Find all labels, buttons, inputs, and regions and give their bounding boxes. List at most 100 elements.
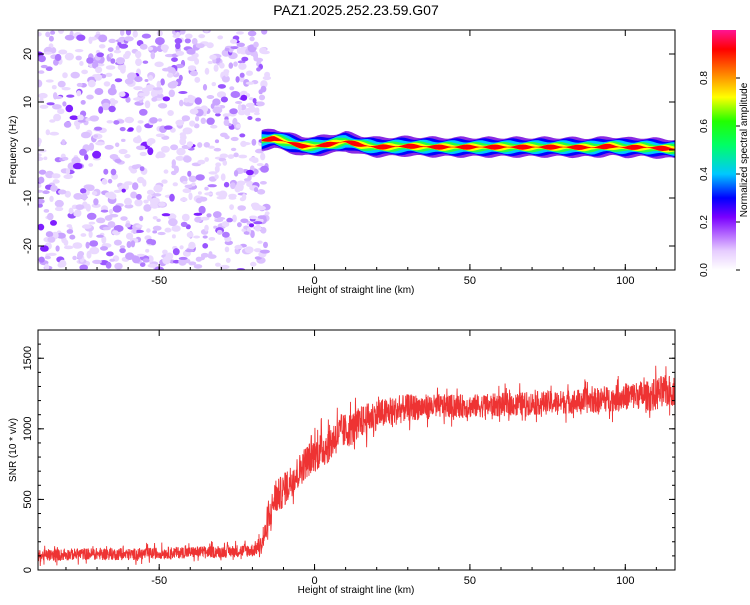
noise-blob bbox=[213, 64, 219, 72]
noise-blob bbox=[124, 50, 131, 57]
noise-blob bbox=[80, 131, 91, 139]
noise-blob bbox=[53, 95, 63, 100]
noise-blob bbox=[230, 182, 236, 190]
noise-blob bbox=[101, 102, 111, 111]
spectrogram-axes: -50 0 50 100 -20 -10 0 10 20 bbox=[22, 30, 675, 287]
noise-blob bbox=[80, 233, 87, 237]
noise-blob bbox=[156, 80, 162, 89]
noise-blob bbox=[80, 100, 86, 105]
noise-blob bbox=[186, 141, 194, 148]
noise-blob bbox=[66, 94, 75, 98]
noise-blob bbox=[224, 70, 229, 77]
noise-blob bbox=[213, 225, 218, 229]
noise-blob bbox=[118, 148, 128, 155]
noise-blob bbox=[152, 225, 162, 231]
noise-blob bbox=[89, 246, 100, 255]
noise-blob bbox=[72, 255, 77, 261]
noise-blob bbox=[160, 44, 169, 51]
snr-ytick-label: 1000 bbox=[22, 417, 34, 441]
noise-blob bbox=[148, 75, 154, 81]
noise-blob bbox=[144, 79, 149, 82]
noise-blob bbox=[113, 189, 122, 193]
noise-blob bbox=[134, 86, 141, 91]
noise-blob bbox=[71, 156, 81, 165]
noise-blob bbox=[124, 116, 134, 124]
noise-blob bbox=[207, 184, 217, 188]
noise-blob bbox=[214, 165, 220, 173]
noise-blob bbox=[147, 194, 152, 202]
noise-blob bbox=[103, 81, 111, 87]
noise-blob bbox=[164, 125, 173, 130]
noise-blob bbox=[248, 223, 255, 228]
noise-blob bbox=[126, 72, 137, 81]
noise-blob bbox=[121, 138, 126, 142]
noise-blob bbox=[44, 255, 52, 260]
noise-blob bbox=[86, 250, 92, 259]
noise-blob bbox=[79, 264, 88, 270]
noise-blob bbox=[225, 257, 231, 263]
noise-blob bbox=[134, 199, 143, 207]
noise-blob bbox=[115, 142, 120, 148]
noise-blob bbox=[155, 133, 165, 138]
noise-blob bbox=[68, 207, 74, 215]
noise-blob bbox=[212, 98, 221, 106]
noise-blob bbox=[193, 264, 203, 269]
noise-blob bbox=[150, 51, 156, 60]
noise-blob bbox=[224, 135, 230, 140]
noise-blob bbox=[114, 262, 123, 270]
noise-blob bbox=[139, 215, 144, 222]
noise-blob bbox=[238, 110, 246, 116]
noise-blob bbox=[193, 212, 203, 216]
noise-blob bbox=[91, 203, 101, 208]
noise-blob bbox=[146, 139, 153, 147]
noise-blob bbox=[92, 259, 102, 264]
noise-blob bbox=[79, 61, 84, 66]
noise-blob bbox=[132, 30, 138, 38]
noise-blob bbox=[195, 116, 200, 122]
spectrogram-ytick-label: 10 bbox=[22, 96, 34, 108]
noise-blob bbox=[107, 221, 116, 228]
noise-blob bbox=[208, 145, 215, 149]
noise-blob bbox=[187, 170, 192, 177]
noise-blob bbox=[206, 213, 212, 218]
noise-blob bbox=[63, 245, 74, 250]
noise-blob bbox=[190, 70, 198, 77]
noise-blob bbox=[207, 60, 213, 65]
noise-blob bbox=[239, 133, 246, 138]
noise-blob bbox=[67, 162, 76, 170]
noise-blob bbox=[59, 259, 67, 268]
noise-blob bbox=[174, 38, 183, 44]
noise-blob bbox=[170, 214, 177, 219]
spectrogram-content bbox=[38, 30, 675, 270]
noise-blob bbox=[259, 47, 267, 54]
noise-blob bbox=[182, 188, 192, 194]
noise-blob bbox=[93, 198, 99, 206]
noise-blob bbox=[98, 34, 108, 43]
noise-blob bbox=[249, 36, 255, 42]
noise-blob bbox=[214, 139, 220, 144]
noise-blob bbox=[77, 119, 86, 123]
noise-blob bbox=[92, 61, 99, 69]
noise-blob bbox=[244, 246, 254, 254]
snr-xtick-label: 100 bbox=[616, 575, 634, 587]
noise-blob bbox=[158, 152, 166, 158]
noise-blob bbox=[213, 211, 222, 219]
noise-blob bbox=[169, 193, 175, 202]
noise-blob bbox=[121, 183, 129, 191]
noise-blob bbox=[65, 104, 74, 113]
noise-blob bbox=[208, 237, 216, 241]
noise-blob bbox=[171, 80, 178, 87]
noise-blob bbox=[172, 248, 180, 256]
noise-blob bbox=[105, 261, 112, 269]
noise-blob bbox=[217, 84, 226, 89]
noise-blob bbox=[76, 90, 82, 97]
spectrogram-ytick-label: 0 bbox=[22, 147, 34, 153]
noise-blob bbox=[38, 183, 42, 189]
noise-blob bbox=[210, 124, 218, 129]
noise-blob bbox=[195, 43, 205, 49]
noise-blob bbox=[107, 178, 113, 184]
colorbar-tick-label: 0.0 bbox=[699, 263, 710, 277]
noise-blob bbox=[237, 205, 246, 211]
noise-blob bbox=[172, 259, 180, 264]
noise-blob bbox=[109, 98, 116, 103]
